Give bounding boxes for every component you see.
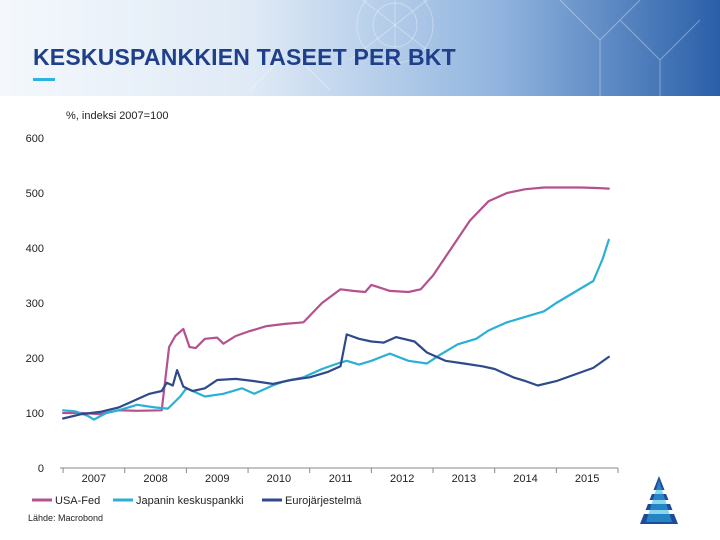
x-tick-label: 2010	[267, 473, 291, 485]
x-tick-label: 2014	[513, 473, 537, 485]
series-line-euroj-rjestelm-	[61, 333, 610, 420]
y-tick-label: 600	[26, 133, 44, 145]
y-tick-label: 400	[26, 243, 44, 255]
x-tick-label: 2007	[82, 473, 106, 485]
legend-label: Eurojärjestelmä	[285, 495, 362, 507]
header-pattern	[249, 0, 701, 96]
x-tick-label: 2008	[143, 473, 167, 485]
x-tick-label: 2012	[390, 473, 414, 485]
x-tick-label: 2011	[329, 473, 353, 485]
x-axis: 2007 2008 2009 2010 2011 2012 2013 2014 2015	[60, 467, 619, 485]
x-tick-label: 2015	[575, 473, 599, 485]
y-tick-label: 0	[38, 463, 44, 475]
legend-label: USA-Fed	[55, 495, 100, 507]
title-underline	[33, 78, 55, 81]
y-tick-label: 500	[26, 188, 44, 200]
y-tick-label: 200	[26, 353, 44, 365]
series-line-japanin-keskuspankki	[61, 238, 610, 421]
header-banner: KESKUSPANKKIEN TASEET PER BKT	[0, 0, 720, 96]
series-group	[61, 186, 610, 421]
x-tick-label: 2009	[205, 473, 229, 485]
y-tick-label: 300	[26, 298, 44, 310]
series-line-usa-fed	[61, 186, 610, 416]
bank-of-finland-logo-icon	[640, 476, 678, 524]
y-axis-label: %, indeksi 2007=100	[66, 110, 169, 122]
page-title: KESKUSPANKKIEN TASEET PER BKT	[33, 44, 456, 70]
legend: USA-Fed Japanin keskuspankki Eurojärjestel…	[32, 495, 362, 507]
x-tick-label: 2013	[452, 473, 476, 485]
legend-label: Japanin keskuspankki	[136, 495, 244, 507]
y-axis: 0 100 200 300 400 500 600	[26, 133, 44, 475]
source-note: Lähde: Macrobond	[28, 513, 104, 523]
y-tick-label: 100	[26, 408, 44, 420]
